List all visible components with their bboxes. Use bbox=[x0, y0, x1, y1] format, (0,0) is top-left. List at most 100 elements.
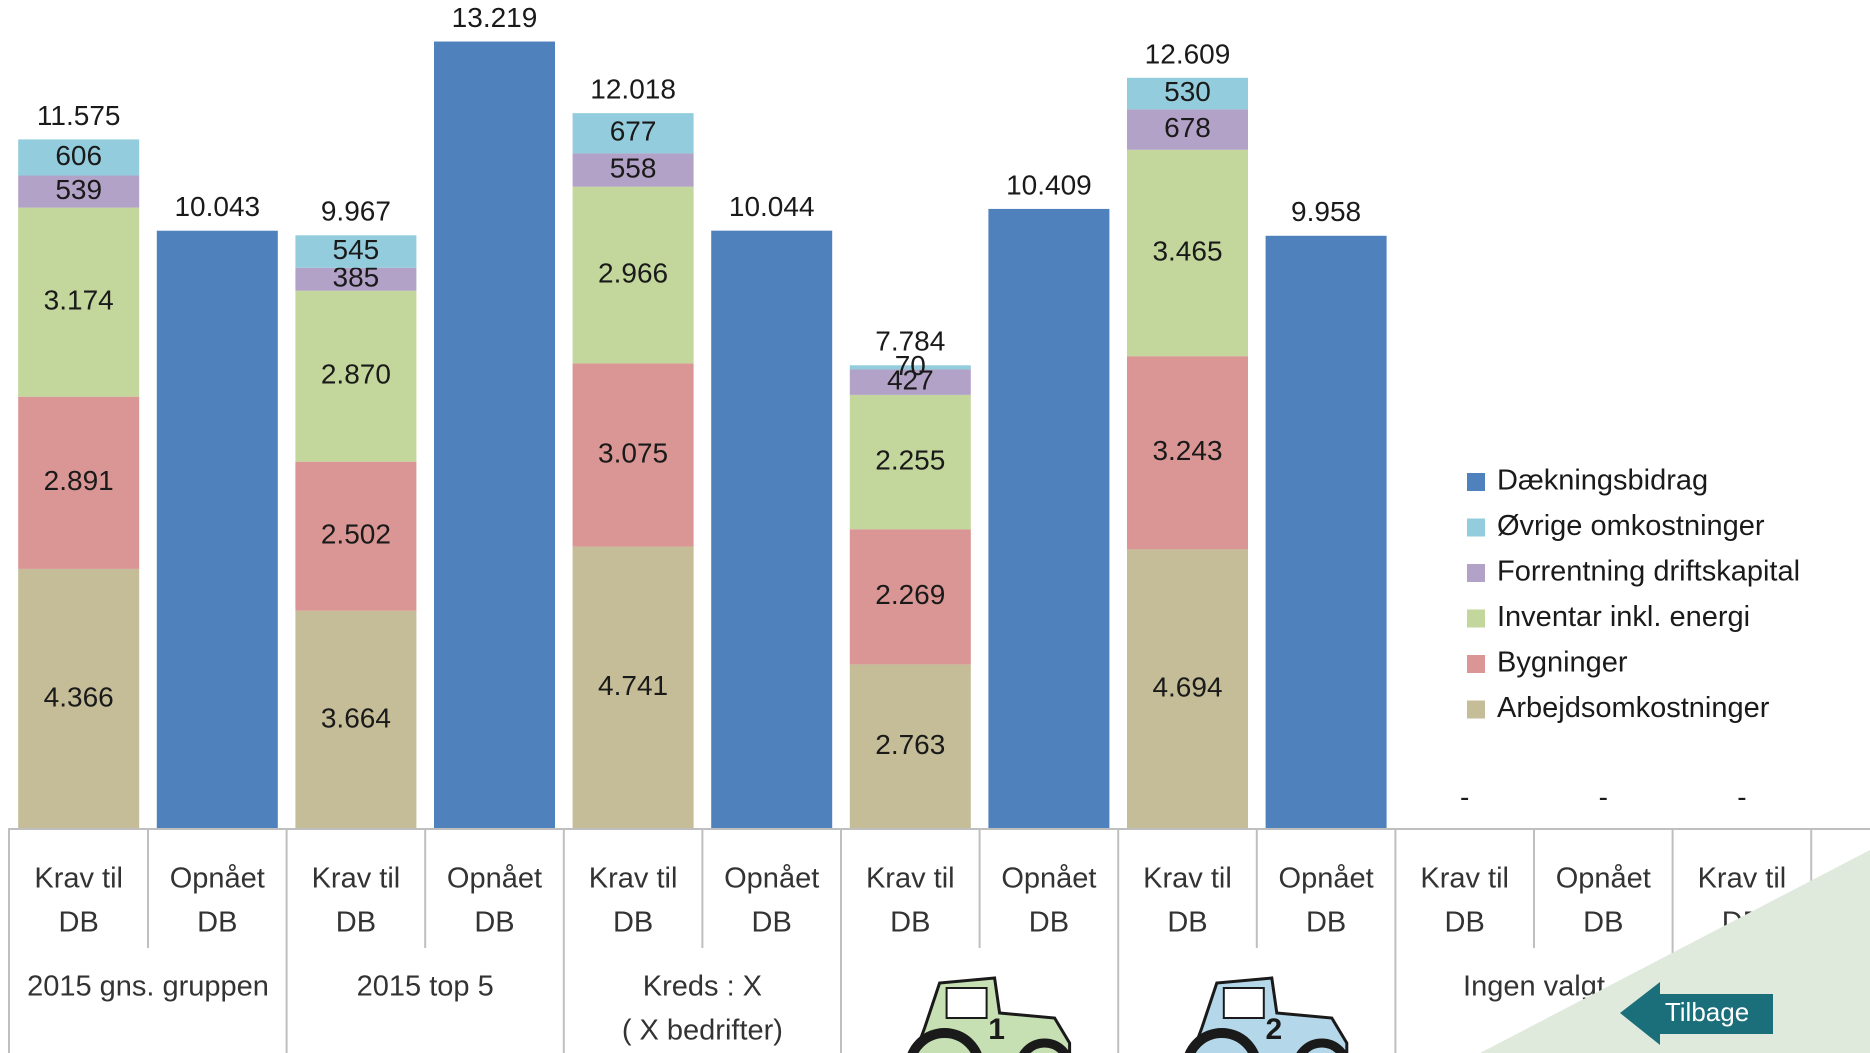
back-button-shape[interactable] bbox=[1620, 982, 1773, 1045]
x-tick-label: DB bbox=[197, 907, 237, 939]
bar-segment bbox=[572, 113, 694, 154]
total-label: - bbox=[1599, 781, 1608, 812]
tractor-wheel bbox=[1184, 1028, 1259, 1053]
bar-segment bbox=[295, 290, 417, 462]
tractor-wheel bbox=[1019, 1038, 1070, 1053]
data-label: 3.664 bbox=[321, 702, 391, 733]
bar-segment bbox=[295, 610, 417, 829]
x-tick-label: DB bbox=[1167, 907, 1207, 939]
bar-segment bbox=[1127, 77, 1248, 110]
legend-swatch bbox=[1467, 700, 1485, 719]
legend-label: Dækningsbidrag bbox=[1497, 465, 1708, 497]
legend-label: Bygninger bbox=[1497, 647, 1628, 679]
bar-segment bbox=[849, 529, 971, 665]
data-label: 427 bbox=[887, 365, 934, 396]
x-tick-label: Krav til bbox=[1420, 863, 1509, 895]
bar-segment bbox=[1265, 235, 1387, 829]
tractor-wheel bbox=[907, 1028, 982, 1053]
tractor-icon: 2 bbox=[1184, 976, 1349, 1053]
bar-segment bbox=[572, 153, 694, 187]
legend-swatch bbox=[1467, 473, 1485, 491]
bar-segment bbox=[1127, 356, 1248, 550]
bar-segment bbox=[572, 186, 694, 364]
data-label: 3.075 bbox=[598, 437, 668, 468]
legend-label: Øvrige omkostninger bbox=[1497, 510, 1765, 542]
bar-segment bbox=[988, 208, 1110, 829]
bar-segment bbox=[711, 230, 833, 830]
total-label: 12.018 bbox=[590, 73, 676, 104]
x-tick-label: DB bbox=[613, 907, 653, 939]
bar-segment bbox=[1127, 149, 1248, 357]
bar-segment bbox=[849, 664, 971, 829]
tractor-window bbox=[1222, 987, 1265, 1019]
data-label: 2.763 bbox=[875, 729, 945, 760]
tractor-badge: 1 bbox=[988, 1013, 1005, 1046]
x-tick-label: DB bbox=[752, 907, 792, 939]
data-label: 4.366 bbox=[44, 681, 114, 712]
total-label: 12.609 bbox=[1145, 38, 1231, 69]
bar-segment bbox=[572, 546, 694, 829]
data-label: 3.243 bbox=[1152, 435, 1222, 466]
data-label: 545 bbox=[333, 234, 380, 265]
x-tick-label: Opnået bbox=[170, 863, 265, 895]
x-tick-label: Krav til bbox=[1698, 863, 1787, 895]
legend-label: Inventar inkl. energi bbox=[1497, 601, 1750, 633]
data-label: 70 bbox=[895, 350, 926, 381]
legend-swatch bbox=[1467, 518, 1485, 537]
total-label: 10.043 bbox=[174, 191, 260, 222]
data-label: 3.174 bbox=[44, 285, 114, 316]
group-label: Kreds : X bbox=[643, 971, 762, 1003]
tractor-wheel bbox=[1296, 1038, 1348, 1053]
group-label: 2015 top 5 bbox=[357, 971, 494, 1003]
tractor-icon: 1 bbox=[907, 976, 1072, 1053]
legend-label: Forrentning driftskapital bbox=[1497, 556, 1800, 588]
data-label: 4.694 bbox=[1152, 672, 1222, 703]
legend-swatch bbox=[1467, 564, 1485, 582]
x-tick-label: DB bbox=[1306, 907, 1346, 939]
bar-segment bbox=[434, 41, 555, 830]
data-label: 3.465 bbox=[1152, 235, 1222, 266]
data-label: 2.870 bbox=[321, 359, 391, 390]
data-label: 2.255 bbox=[875, 444, 945, 475]
data-label: 677 bbox=[610, 116, 657, 147]
data-label: 558 bbox=[610, 152, 657, 183]
x-tick-label: DB bbox=[474, 907, 514, 939]
legend-swatch bbox=[1467, 609, 1485, 628]
x-tick-label: Krav til bbox=[589, 863, 678, 895]
x-tick-label: Krav til bbox=[312, 863, 401, 895]
bar-segment bbox=[1127, 109, 1248, 150]
total-label: 10.409 bbox=[1006, 169, 1092, 200]
bar-segment bbox=[18, 175, 140, 208]
legend-swatch bbox=[1467, 655, 1485, 673]
bar-segment bbox=[18, 568, 140, 829]
x-tick-label: Opnået bbox=[724, 863, 819, 895]
legend-label: Arbejdsomkostninger bbox=[1497, 692, 1770, 724]
back-button-label[interactable]: Tilbage bbox=[1665, 997, 1749, 1027]
x-tick-label: DB bbox=[1029, 907, 1069, 939]
bar-segment bbox=[295, 461, 417, 611]
x-tick-label: Krav til bbox=[1143, 863, 1232, 895]
bar-segment bbox=[18, 396, 140, 569]
x-tick-label: DB bbox=[890, 907, 930, 939]
x-tick-label: Opnået bbox=[1001, 863, 1096, 895]
data-label: 539 bbox=[55, 174, 102, 205]
bar-segment bbox=[295, 267, 417, 291]
total-label: - bbox=[1737, 781, 1746, 812]
bar-segment bbox=[849, 369, 971, 395]
bar-segment bbox=[849, 394, 971, 530]
total-label: 11.575 bbox=[37, 100, 121, 131]
data-label: 2.269 bbox=[875, 579, 945, 610]
bar-segment bbox=[849, 365, 971, 370]
data-label: 2.966 bbox=[598, 257, 668, 288]
data-label: 678 bbox=[1164, 112, 1211, 143]
back-button[interactable]: Tilbage bbox=[1620, 982, 1773, 1045]
x-tick-label: Opnået bbox=[447, 863, 542, 895]
data-label: 530 bbox=[1164, 76, 1211, 107]
x-tick-label: Opnået bbox=[1279, 863, 1374, 895]
total-label: - bbox=[1460, 781, 1469, 812]
x-tick-label: DB bbox=[1445, 907, 1485, 939]
bar-segment bbox=[572, 363, 694, 547]
data-label: 2.502 bbox=[321, 519, 391, 550]
tractor-window bbox=[945, 987, 988, 1019]
